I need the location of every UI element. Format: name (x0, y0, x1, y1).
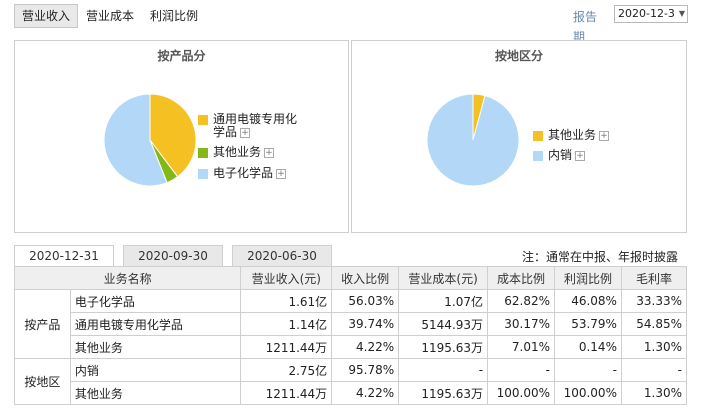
pie-title-product: 按产品分 (157, 49, 206, 63)
legend-item-other-business[interactable]: 其他业务 + (198, 145, 275, 159)
legend-item-electronic-chem[interactable]: 电子化学品 + (198, 166, 287, 180)
pie-chart-product (103, 93, 197, 187)
value-cell: 56.03% (331, 289, 400, 313)
legend-item-plating-chem[interactable]: 通用电镀专用化学品 + (198, 113, 308, 139)
value-cell: - (398, 358, 489, 382)
report-period-select[interactable]: 2020-12-3 ▼ (614, 5, 688, 23)
pie-title-region: 按地区分 (494, 49, 543, 63)
column-header: 收入比例 (331, 266, 400, 290)
expand-icon[interactable]: + (276, 168, 287, 179)
value-cell: - (554, 358, 622, 382)
value-cell: 1.30% (620, 381, 688, 405)
group-label: 按产品 (14, 289, 71, 359)
legend-swatch (198, 115, 208, 125)
value-cell: 0.14% (554, 335, 622, 359)
business-name-cell: 电子化学品 (69, 289, 242, 313)
value-cell: 1211.44万 (240, 335, 333, 359)
pie-panel-product: 按产品分 通用电镀专用化学品 + 其他业务 + 电子化学品 + (14, 40, 349, 233)
expand-icon[interactable]: + (240, 127, 251, 138)
tab-date-2020-12-31[interactable]: 2020-12-31 (14, 245, 114, 266)
table-row: 通用电镀专用化学品 1.14亿 39.74% 5144.93万 30.17% 53.79%… (15, 312, 688, 336)
pie-chart-region (426, 93, 520, 187)
table-row: 其他业务 1211.44万 4.22% 1195.63万 100.00% 100.00% 1… (15, 381, 688, 405)
legend-label: 通用电镀专用化学品 (213, 112, 298, 139)
value-cell: 2.75亿 (240, 358, 333, 382)
legend-label: 其他业务 (213, 145, 262, 159)
expand-icon[interactable]: + (264, 147, 275, 158)
column-header: 营业成本(元) (398, 266, 489, 290)
value-cell: 54.85% (620, 312, 688, 336)
table-row: 按地区 内销 2.75亿 95.78% - - - - (14, 358, 688, 405)
date-tabs: 2020-12-31 2020-09-30 2020-06-30 (14, 245, 341, 266)
column-header: 利润比例 (554, 266, 622, 290)
category-tabs: 营业收入 营业成本 利润比例 (14, 4, 206, 28)
value-cell: - (620, 358, 688, 382)
value-cell: 7.01% (487, 335, 555, 359)
business-name-cell: 其他业务 (69, 335, 242, 359)
pie-slice[interactable] (426, 93, 520, 187)
value-cell: 5144.93万 (398, 312, 489, 336)
value-cell: 33.33% (620, 289, 688, 313)
business-name-cell: 内销 (69, 358, 242, 382)
legend-item-other-business[interactable]: 其他业务 + (533, 128, 610, 142)
pie-slice[interactable] (103, 93, 168, 187)
value-cell: 39.74% (331, 312, 400, 336)
expand-icon[interactable]: + (575, 150, 586, 161)
value-cell: - (487, 358, 555, 382)
value-cell: 4.22% (331, 335, 400, 359)
pie-panel-region: 按地区分 其他业务 + 内销 + (351, 40, 687, 233)
value-cell: 1.07亿 (398, 289, 489, 313)
disclosure-note: 注：通常在中报、年报时披露 (522, 250, 679, 264)
group-label: 按地区 (14, 358, 71, 405)
table-row: 其他业务 1211.44万 4.22% 1195.63万 7.01% 0.14% 1.30% (15, 335, 688, 359)
value-cell: 1195.63万 (398, 381, 489, 405)
value-cell: 95.78% (331, 358, 400, 382)
legend-label: 内销 (548, 148, 573, 162)
column-header: 毛利率 (620, 266, 688, 290)
tab-date-2020-06-30[interactable]: 2020-06-30 (232, 245, 332, 266)
value-cell: 62.82% (487, 289, 555, 313)
column-header: 业务名称 (13, 266, 242, 290)
value-cell: 1211.44万 (240, 381, 333, 405)
column-header: 成本比例 (487, 266, 555, 290)
value-cell: 1.14亿 (240, 312, 333, 336)
value-cell: 4.22% (331, 381, 400, 405)
value-cell: 100.00% (487, 381, 555, 405)
pie-slice[interactable] (149, 93, 197, 178)
value-cell: 1.30% (620, 335, 688, 359)
table-header-row: 业务名称 营业收入(元) 收入比例 营业成本(元) 成本比例 利润比例 毛利率 (13, 266, 688, 290)
table-row: 按产品 电子化学品 1.61亿 56.03% 1.07亿 62.82% 46.08% 33.3… (14, 289, 688, 359)
legend-swatch (533, 151, 543, 161)
report-period-value: 2020-12-3 (618, 7, 675, 20)
column-header: 营业收入(元) (240, 266, 333, 290)
value-cell: 1195.63万 (398, 335, 489, 359)
business-name-cell: 其他业务 (69, 381, 242, 405)
value-cell: 1.61亿 (240, 289, 333, 313)
legend-swatch (198, 169, 208, 179)
expand-icon[interactable]: + (599, 130, 610, 141)
tab-profit-ratio[interactable]: 利润比例 (150, 9, 199, 23)
legend-label: 电子化学品 (213, 166, 274, 180)
tab-revenue[interactable]: 营业收入 (14, 4, 79, 28)
dropdown-arrow-icon: ▼ (678, 9, 685, 18)
value-cell: 100.00% (554, 381, 622, 405)
tab-date-2020-09-30[interactable]: 2020-09-30 (123, 245, 223, 266)
legend-swatch (533, 131, 543, 141)
legend-item-domestic[interactable]: 内销 + (533, 148, 586, 162)
value-cell: 46.08% (554, 289, 622, 313)
tab-cost[interactable]: 营业成本 (86, 9, 135, 23)
value-cell: 30.17% (487, 312, 555, 336)
legend-label: 其他业务 (548, 128, 597, 142)
business-breakdown-table: 业务名称 营业收入(元) 收入比例 营业成本(元) 成本比例 利润比例 毛利率 … (13, 266, 688, 405)
legend-swatch (198, 148, 208, 158)
business-name-cell: 通用电镀专用化学品 (69, 312, 242, 336)
value-cell: 53.79% (554, 312, 622, 336)
